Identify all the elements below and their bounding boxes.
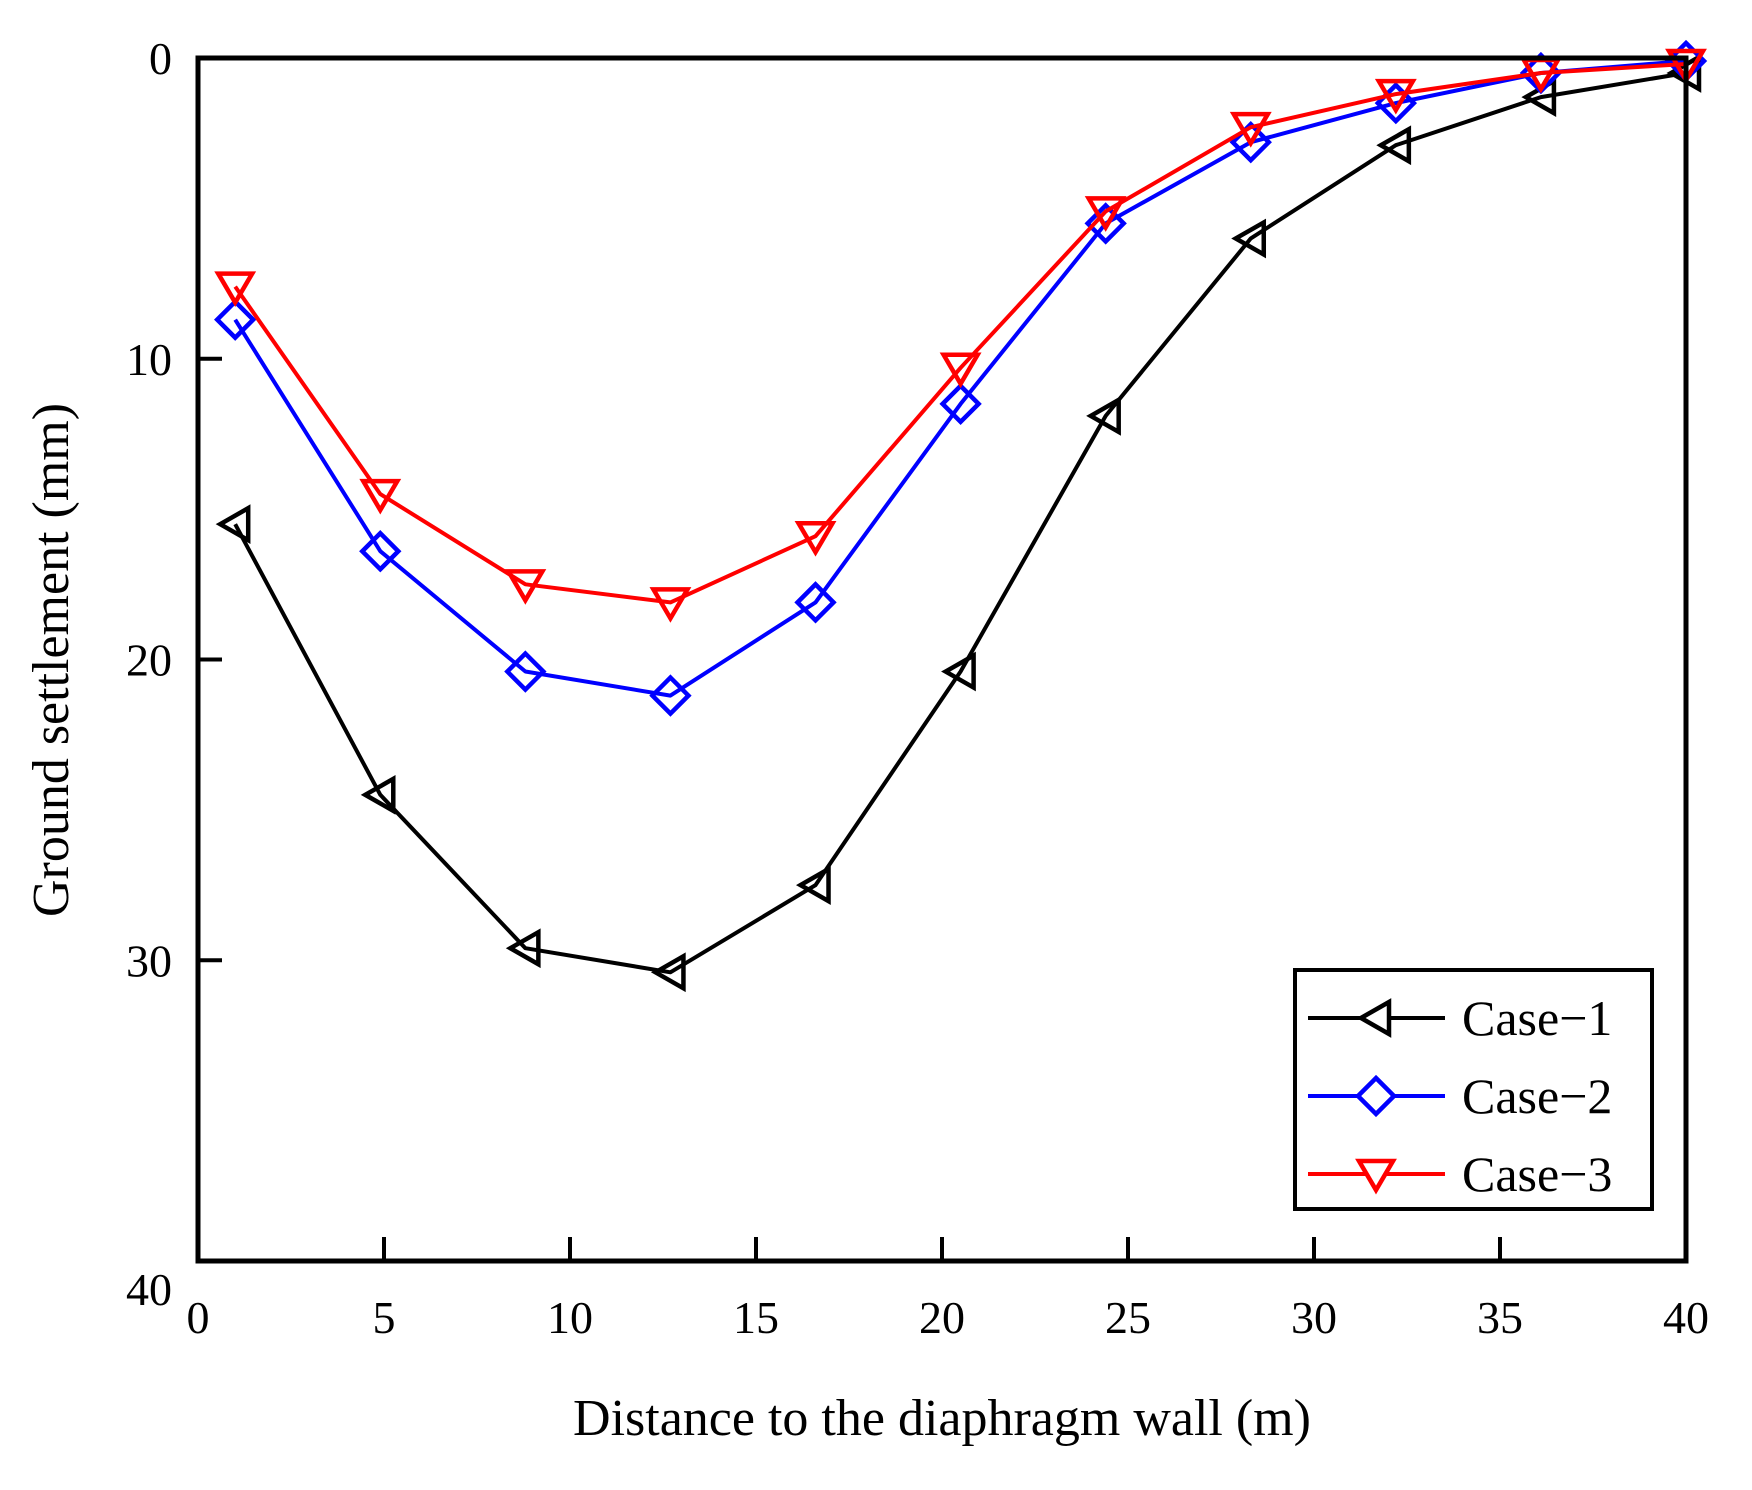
legend-marker-case-3 — [1355, 1158, 1397, 1195]
x-tick-label-0: 0 — [187, 1292, 210, 1343]
data-point-case-2-1 — [359, 530, 402, 573]
data-point-case-3-6 — [1084, 196, 1127, 232]
data-point-case-1-7 — [1231, 218, 1267, 259]
y-tick-label-0: 0 — [149, 33, 172, 84]
data-point-case-3-3 — [649, 587, 692, 623]
x-tick-label-40: 40 — [1663, 1292, 1709, 1343]
data-point-case-1-2 — [505, 928, 541, 969]
y-tick-label-40: 40 — [126, 1264, 172, 1315]
data-point-case-3-4 — [794, 520, 837, 557]
x-tick-label-25: 25 — [1105, 1292, 1151, 1343]
data-marks — [214, 39, 1708, 993]
data-point-case-1-6 — [1086, 396, 1121, 436]
data-point-case-3-10 — [1665, 48, 1707, 85]
axis-ticks: 0 5 10 15 20 25 30 35 40 0 10 20 30 40 — [126, 33, 1709, 1343]
x-tick-label-30: 30 — [1291, 1292, 1337, 1343]
data-point-case-1-1 — [360, 774, 396, 815]
data-point-case-3-5 — [939, 352, 982, 389]
legend-box — [1293, 968, 1654, 1211]
legend: Case−1 Case−2 Case−3 — [1293, 968, 1654, 1211]
x-tick-label-10: 10 — [547, 1292, 593, 1343]
x-axis-title: Distance to the diaphragm wall (m) — [573, 1390, 1311, 1447]
data-point-case-1-8 — [1376, 125, 1412, 166]
data-point-case-3-2 — [504, 569, 547, 605]
legend-marker-case-1 — [1356, 998, 1392, 1038]
data-point-case-1-0 — [215, 504, 251, 545]
x-tick-label-15: 15 — [733, 1292, 779, 1343]
data-point-case-1-4 — [795, 865, 831, 905]
legend-marker-case-2 — [1354, 1074, 1398, 1118]
data-point-case-2-2 — [504, 650, 547, 693]
data-point-case-2-5 — [939, 382, 982, 426]
data-point-case-2-3 — [649, 674, 692, 717]
series-line-case-3 — [233, 62, 1687, 605]
data-point-case-3-1 — [359, 478, 402, 515]
data-point-case-1-5 — [941, 651, 976, 692]
x-tick-label-20: 20 — [919, 1292, 965, 1343]
legend-label-case-1: Case−1 — [1462, 990, 1612, 1046]
y-tick-label-20: 20 — [126, 635, 172, 686]
data-point-case-2-0 — [214, 298, 257, 341]
y-tick-label-30: 30 — [126, 935, 172, 986]
data-point-case-3-8 — [1374, 78, 1417, 115]
legend-label-case-2: Case−2 — [1462, 1068, 1612, 1124]
legend-label-case-3: Case−3 — [1462, 1146, 1612, 1202]
data-point-case-3-0 — [214, 271, 257, 308]
x-tick-label-35: 35 — [1477, 1292, 1523, 1343]
x-tick-label-5: 5 — [373, 1292, 396, 1343]
data-point-case-2-6 — [1084, 202, 1127, 245]
data-point-case-1-3 — [650, 952, 686, 993]
series-line-case-2 — [233, 59, 1687, 698]
series-line-case-1 — [233, 71, 1687, 975]
y-tick-label-10: 10 — [126, 334, 172, 385]
data-point-case-3-7 — [1229, 111, 1272, 148]
y-axis-title: Ground settlement (mm) — [23, 403, 80, 917]
data-point-case-2-4 — [794, 581, 837, 624]
